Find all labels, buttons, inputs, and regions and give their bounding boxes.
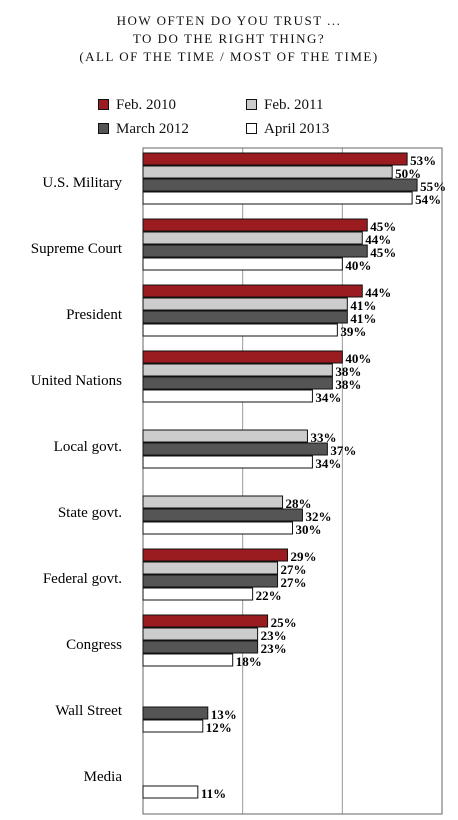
- category-label: State govt.: [58, 505, 122, 521]
- category-label: Supreme Court: [31, 241, 123, 257]
- bar-value-label: 41%: [350, 311, 376, 326]
- category-label: Wall Street: [55, 703, 123, 719]
- bar-value-label: 33%: [310, 430, 336, 445]
- category-label: Federal govt.: [43, 571, 122, 587]
- bar: [142, 521, 293, 535]
- legend-label: Feb. 2010: [116, 97, 176, 113]
- bar-value-label: 53%: [410, 153, 436, 168]
- bar-value-label: 37%: [330, 443, 356, 458]
- bar-value-label: 54%: [415, 192, 441, 207]
- bar-value-label: 44%: [365, 232, 391, 247]
- bar: [142, 719, 204, 733]
- bar-value-label: 30%: [296, 522, 322, 537]
- bar: [142, 785, 199, 799]
- bar-value-label: 41%: [350, 298, 376, 313]
- legend-label: March 2012: [116, 121, 189, 137]
- bar: [142, 152, 408, 166]
- bar: [142, 231, 363, 245]
- bar-value-label: 23%: [261, 641, 287, 656]
- bar-value-label: 32%: [305, 509, 331, 524]
- bar: [142, 350, 343, 364]
- bar: [142, 244, 368, 258]
- bar: [142, 257, 343, 271]
- category-label: United Nations: [31, 373, 122, 389]
- bar: [142, 376, 333, 390]
- bar-value-label: 50%: [395, 166, 421, 181]
- legend-swatch: [98, 123, 109, 134]
- bar: [142, 191, 413, 205]
- legend-label: Feb. 2011: [264, 97, 324, 113]
- bar: [142, 587, 254, 601]
- bar: [142, 297, 348, 311]
- bar-value-label: 11%: [201, 786, 226, 801]
- category-label: Local govt.: [54, 439, 122, 455]
- bar-value-label: 34%: [315, 390, 341, 405]
- bar-value-label: 38%: [335, 377, 361, 392]
- bar: [142, 508, 303, 522]
- legend-label: April 2013: [264, 121, 330, 137]
- bar: [142, 574, 279, 588]
- bar: [142, 653, 234, 667]
- bar: [142, 363, 333, 377]
- bar: [142, 614, 269, 628]
- bar: [142, 548, 289, 562]
- bar-value-label: 12%: [206, 720, 232, 735]
- bar: [142, 165, 393, 179]
- bar: [142, 389, 313, 403]
- bar: [142, 284, 363, 298]
- bar: [142, 310, 348, 324]
- legend-swatch: [98, 99, 109, 110]
- category-label: President: [66, 307, 123, 323]
- bar: [142, 323, 338, 337]
- bar: [142, 178, 418, 192]
- bar-value-label: 27%: [281, 562, 307, 577]
- legend-swatch: [246, 99, 257, 110]
- bar-value-label: 27%: [281, 575, 307, 590]
- bar-value-label: 45%: [370, 219, 396, 234]
- bar: [142, 429, 308, 443]
- bar-value-label: 44%: [365, 285, 391, 300]
- bar: [142, 495, 284, 509]
- bar: [142, 706, 209, 720]
- bar-value-label: 38%: [335, 364, 361, 379]
- bar-value-label: 25%: [271, 615, 297, 630]
- bar-value-label: 40%: [345, 258, 371, 273]
- category-label: Media: [84, 769, 123, 785]
- bar-value-label: 28%: [286, 496, 312, 511]
- bar-value-label: 34%: [315, 456, 341, 471]
- chart-title-line-2: TO DO THE RIGHT THING?: [132, 31, 326, 46]
- bar: [142, 627, 259, 641]
- bar: [142, 442, 328, 456]
- bar-value-label: 55%: [420, 179, 446, 194]
- bar-value-label: 39%: [340, 324, 366, 339]
- bar-value-label: 45%: [370, 245, 396, 260]
- bar: [142, 640, 259, 654]
- category-label: Congress: [66, 637, 122, 653]
- plot-frame: [142, 147, 443, 815]
- bar-value-label: 18%: [236, 654, 262, 669]
- bar: [142, 455, 313, 469]
- bar: [142, 218, 368, 232]
- bar-value-label: 23%: [261, 628, 287, 643]
- chart-title-line-1: HOW OFTEN DO YOU TRUST ...: [116, 13, 342, 28]
- category-label: U.S. Military: [42, 175, 122, 191]
- bar-value-label: 13%: [211, 707, 237, 722]
- bar-value-label: 40%: [345, 351, 371, 366]
- bar-value-label: 29%: [291, 549, 317, 564]
- bar: [142, 561, 279, 575]
- chart-title-line-3: (ALL OF THE TIME / MOST OF THE TIME): [79, 49, 379, 64]
- legend-swatch: [246, 123, 257, 134]
- bar-value-label: 22%: [256, 588, 282, 603]
